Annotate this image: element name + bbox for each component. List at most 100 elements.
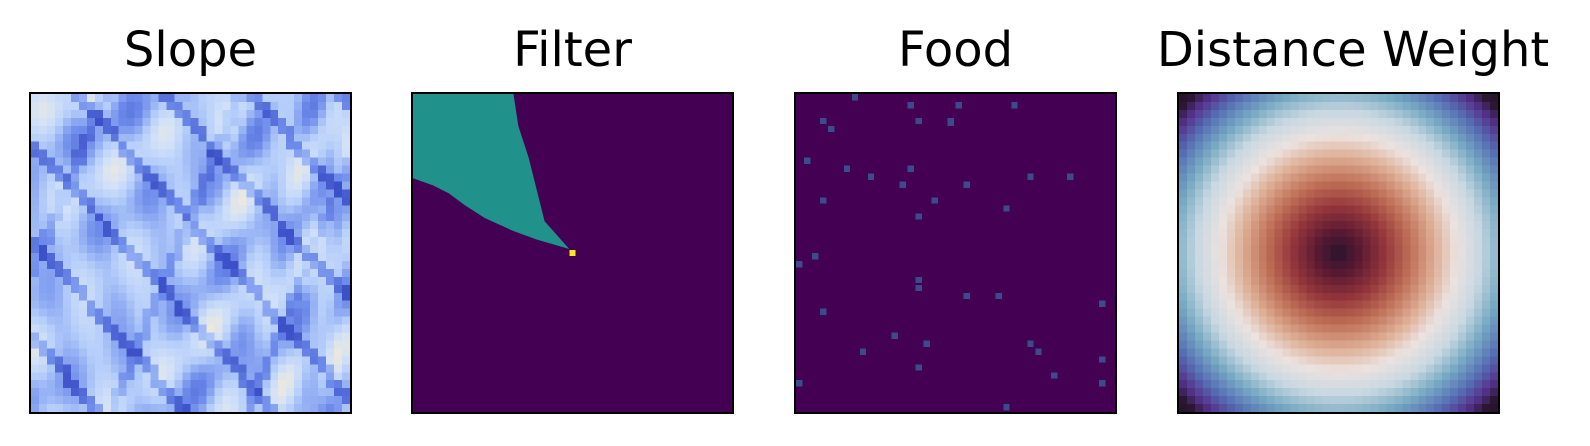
slope-cell	[198, 404, 207, 412]
slope-cell	[78, 388, 87, 397]
distance-weight-cell	[1490, 356, 1498, 365]
slope-cell	[318, 340, 327, 349]
distance-weight-cell	[1202, 213, 1212, 222]
slope-cell	[262, 94, 271, 103]
distance-weight-cell	[1490, 372, 1498, 381]
distance-weight-cell	[1474, 133, 1483, 142]
distance-weight-cell	[1226, 221, 1235, 230]
distance-weight-cell	[1282, 348, 1291, 357]
food-cell	[947, 119, 954, 126]
slope-cell	[174, 396, 183, 405]
distance-weight-cell	[1250, 253, 1259, 262]
slope-cell	[238, 101, 247, 111]
slope-cell	[214, 237, 223, 246]
slope-cell	[118, 388, 127, 397]
slope-cell	[142, 157, 151, 166]
distance-weight-cell	[1242, 149, 1251, 158]
slope-cell	[326, 125, 335, 134]
distance-weight-cell	[1402, 372, 1411, 381]
distance-weight-cell	[1362, 197, 1371, 206]
slope-cell	[118, 149, 127, 158]
distance-weight-cell	[1218, 141, 1228, 150]
distance-weight-cell	[1282, 284, 1291, 293]
slope-cell	[142, 276, 151, 285]
slope-cell	[182, 276, 191, 285]
slope-cell	[182, 173, 191, 182]
slope-cell	[182, 157, 191, 166]
slope-cell	[262, 149, 271, 158]
slope-cell	[246, 364, 255, 373]
distance-weight-cell	[1330, 292, 1339, 301]
slope-cell	[62, 364, 72, 373]
distance-weight-cell	[1282, 396, 1291, 405]
slope-cell	[174, 237, 183, 246]
distance-weight-cell	[1378, 356, 1387, 365]
food-cell	[923, 340, 930, 347]
distance-weight-cell	[1234, 388, 1243, 397]
distance-weight-cell	[1194, 356, 1204, 365]
slope-cell	[166, 165, 175, 174]
distance-weight-cell	[1266, 213, 1275, 222]
distance-weight-cell	[1218, 268, 1228, 278]
slope-cell	[102, 109, 111, 119]
slope-cell	[62, 308, 72, 317]
distance-weight-cell	[1378, 300, 1387, 309]
slope-cell	[38, 292, 48, 301]
slope-cell	[262, 117, 271, 126]
slope-cell	[262, 300, 271, 309]
slope-cell	[310, 332, 319, 341]
slope-cell	[126, 260, 135, 270]
distance-weight-cell	[1226, 94, 1235, 103]
slope-cell	[38, 149, 48, 158]
slope-cell	[78, 276, 87, 285]
distance-weight-cell	[1426, 165, 1435, 174]
slope-cell	[150, 165, 159, 174]
slope-cell	[214, 372, 223, 381]
slope-cell	[190, 364, 199, 373]
distance-weight-cell	[1250, 276, 1259, 285]
distance-weight-cell	[1282, 276, 1291, 285]
slope-cell	[102, 165, 111, 174]
slope-cell	[150, 308, 159, 317]
distance-weight-cell	[1218, 308, 1228, 317]
slope-cell	[334, 141, 343, 150]
slope-cell	[230, 380, 239, 389]
distance-weight-cell	[1330, 340, 1339, 349]
slope-cell	[102, 173, 111, 182]
slope-cell	[246, 205, 255, 214]
slope-cell	[158, 332, 167, 341]
slope-cell	[294, 149, 303, 158]
distance-weight-cell	[1450, 133, 1459, 142]
distance-weight-cell	[1250, 396, 1259, 405]
distance-weight-cell	[1394, 300, 1403, 309]
slope-cell	[94, 181, 103, 190]
slope-cell	[198, 356, 207, 365]
distance-weight-cell	[1226, 245, 1235, 254]
slope-cell	[182, 396, 191, 405]
slope-cell	[270, 324, 279, 333]
distance-weight-cell	[1354, 404, 1363, 412]
distance-weight-cell	[1242, 213, 1251, 222]
distance-weight-cell	[1386, 324, 1395, 333]
slope-cell	[334, 300, 343, 309]
slope-cell	[342, 300, 350, 309]
slope-cell	[246, 340, 255, 349]
slope-cell	[262, 268, 271, 278]
distance-weight-cell	[1370, 197, 1379, 206]
distance-weight-cell	[1322, 109, 1331, 119]
distance-weight-cell	[1450, 292, 1459, 301]
distance-weight-cell	[1394, 117, 1403, 126]
distance-weight-cell	[1330, 149, 1339, 158]
distance-weight-cell	[1179, 308, 1188, 317]
slope-cell	[31, 229, 40, 238]
distance-weight-cell	[1186, 157, 1196, 166]
slope-cell	[190, 308, 199, 317]
slope-cell	[182, 284, 191, 293]
distance-weight-cell	[1194, 260, 1204, 270]
distance-weight-cell	[1274, 316, 1283, 325]
distance-weight-cell	[1194, 316, 1204, 325]
slope-cell	[262, 324, 271, 333]
slope-cell	[70, 396, 80, 405]
slope-cell	[318, 101, 327, 111]
distance-weight-cell	[1370, 300, 1379, 309]
